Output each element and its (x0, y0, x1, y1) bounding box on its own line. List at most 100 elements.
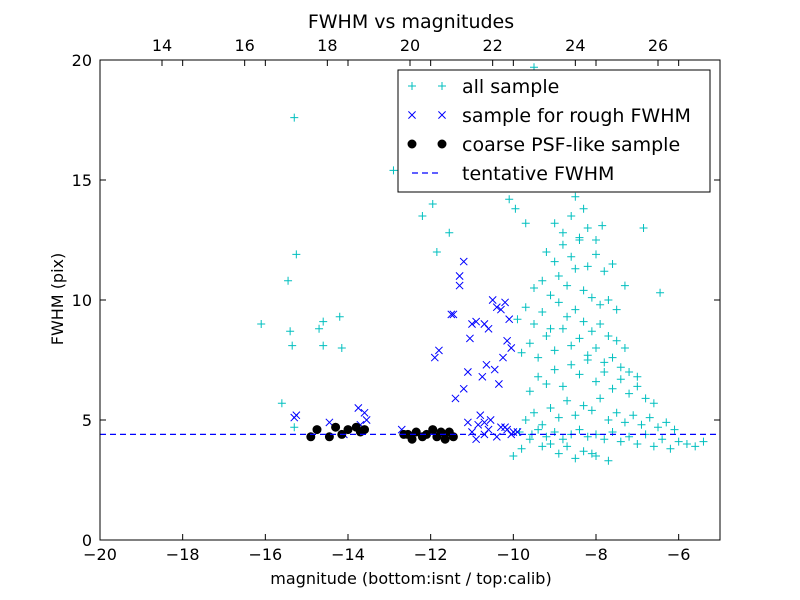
data-point (546, 324, 555, 333)
data-point (542, 432, 551, 441)
data-point (449, 310, 458, 319)
data-point (337, 344, 346, 352)
data-point (538, 276, 547, 285)
y-tick-label: 10 (72, 291, 92, 310)
data-point (575, 233, 584, 242)
data-point (592, 452, 600, 460)
data-point (656, 288, 665, 297)
data-point (649, 399, 658, 408)
data-point (554, 413, 563, 422)
data-point (465, 334, 474, 343)
data-point (494, 380, 503, 388)
data-point (459, 384, 468, 393)
data-point (546, 440, 555, 448)
data-point (440, 434, 450, 444)
data-point (257, 320, 266, 328)
x-tick-label: −8 (584, 545, 608, 564)
data-point (604, 416, 613, 424)
data-point (633, 372, 642, 381)
data-point (331, 422, 341, 432)
data-point (587, 293, 596, 302)
data-point (558, 240, 567, 249)
data-point (633, 382, 642, 391)
data-point (598, 221, 607, 230)
legend-marker (408, 82, 416, 90)
data-point (583, 351, 592, 360)
top-x-tick-label: 16 (234, 36, 254, 55)
data-point (530, 320, 538, 328)
series-2 (306, 422, 458, 444)
data-point (654, 423, 662, 432)
data-point (292, 250, 301, 259)
data-point (592, 377, 600, 386)
data-point (534, 353, 543, 362)
data-point (463, 368, 472, 376)
chart-title: FWHM vs magnitudes (308, 11, 514, 33)
data-point (284, 276, 293, 285)
data-point (499, 353, 507, 362)
data-point (496, 423, 505, 432)
data-point (558, 382, 567, 391)
data-point (645, 413, 654, 422)
data-point (600, 358, 609, 367)
data-point (319, 341, 328, 350)
data-point (463, 418, 472, 427)
data-point (288, 341, 297, 350)
data-point (534, 372, 543, 381)
data-point (596, 394, 605, 403)
data-point (360, 408, 369, 417)
data-point (579, 401, 588, 410)
data-point (563, 281, 572, 290)
data-point (525, 339, 534, 348)
top-x-tick-label: 14 (152, 36, 172, 55)
data-point (525, 387, 534, 396)
data-point (612, 408, 621, 417)
data-point (604, 332, 613, 340)
data-point (587, 327, 596, 336)
data-point (682, 440, 691, 448)
y-tick-label: 20 (72, 51, 92, 70)
axes: −20 −18 −16 −14 −12 −10 −8 −6 0 5 10 15 20 14 16 18 20 22… (72, 36, 721, 564)
data-point (312, 425, 322, 435)
data-point (286, 327, 295, 336)
data-point (343, 425, 353, 435)
data-point (530, 284, 538, 292)
data-point (277, 399, 286, 408)
data-point (480, 418, 489, 427)
data-point (649, 442, 658, 451)
legend-label: sample for rough FWHM (462, 105, 691, 127)
data-point (407, 434, 417, 444)
x-tick-label: −12 (414, 545, 448, 564)
data-point (600, 267, 609, 276)
data-point (620, 281, 629, 290)
data-point (517, 444, 526, 453)
data-point (575, 334, 584, 343)
data-point (492, 303, 501, 312)
data-point (567, 341, 576, 350)
data-point (430, 353, 439, 362)
data-point (592, 344, 600, 352)
data-point (496, 305, 505, 314)
data-point (486, 416, 495, 424)
data-point (625, 368, 634, 376)
legend: all sample sample for rough FWHM coarse PS… (397, 69, 711, 193)
data-point (596, 300, 605, 309)
data-point (550, 346, 559, 355)
data-point (501, 298, 510, 307)
data-point (447, 310, 456, 319)
legend-box (397, 69, 711, 193)
data-point (538, 308, 547, 316)
data-point (567, 360, 576, 369)
legend-marker (438, 111, 446, 119)
legend-label: all sample (462, 76, 559, 98)
data-point (428, 425, 438, 435)
data-point (583, 432, 592, 441)
data-point (583, 224, 592, 232)
data-point (428, 200, 437, 208)
data-point (641, 394, 650, 403)
x-tick-label: −6 (667, 545, 691, 564)
data-point (629, 411, 638, 420)
data-point (612, 336, 621, 345)
data-point (290, 423, 299, 432)
data-point (513, 315, 522, 324)
